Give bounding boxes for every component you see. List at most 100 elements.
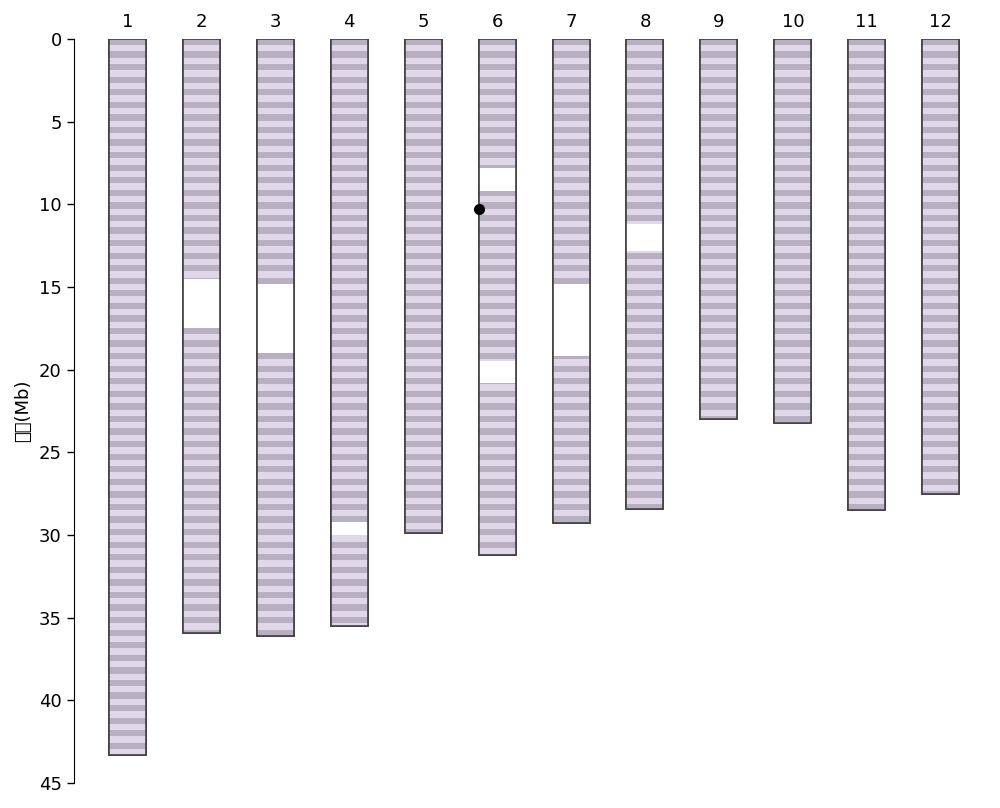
Bar <box>626 410 663 416</box>
Bar <box>405 360 442 366</box>
Bar <box>257 378 294 385</box>
Bar <box>553 322 590 328</box>
Bar <box>774 259 811 265</box>
Bar <box>553 102 590 108</box>
Bar <box>700 391 737 397</box>
Bar <box>331 284 368 290</box>
Bar <box>922 473 959 479</box>
Bar <box>848 139 885 145</box>
Bar <box>774 183 811 190</box>
Bar <box>922 221 959 227</box>
Bar <box>331 221 368 227</box>
Bar <box>257 133 294 139</box>
Bar <box>626 259 663 265</box>
Bar <box>848 391 885 397</box>
Bar <box>553 435 590 441</box>
Bar <box>479 410 516 416</box>
Bar <box>626 234 663 240</box>
Text: 12: 12 <box>929 13 952 31</box>
Bar <box>626 133 663 139</box>
Bar <box>183 303 220 309</box>
Bar <box>109 441 146 448</box>
Bar <box>257 504 294 510</box>
Bar <box>257 278 294 284</box>
Bar <box>774 227 811 234</box>
Bar <box>331 504 368 510</box>
Bar <box>553 290 590 297</box>
Bar <box>700 278 737 284</box>
Bar <box>626 309 663 315</box>
Bar <box>257 234 294 240</box>
Bar <box>700 397 737 403</box>
Bar <box>553 39 590 45</box>
Bar <box>553 127 590 133</box>
Bar <box>331 145 368 152</box>
Bar <box>257 139 294 145</box>
Bar <box>922 253 959 259</box>
Bar <box>922 410 959 416</box>
Bar <box>331 423 368 428</box>
Bar <box>183 279 220 284</box>
Bar <box>331 548 368 554</box>
Bar <box>109 649 146 654</box>
Bar <box>700 39 737 419</box>
Bar <box>553 39 590 524</box>
Bar <box>109 290 146 297</box>
Bar <box>774 315 811 322</box>
Bar <box>922 127 959 133</box>
Bar <box>183 127 220 133</box>
Bar <box>774 234 811 240</box>
Bar <box>479 240 516 246</box>
Bar <box>109 120 146 127</box>
Bar <box>109 692 146 699</box>
Bar <box>405 428 442 435</box>
Bar <box>700 240 737 246</box>
Bar <box>331 170 368 177</box>
Bar <box>109 397 146 403</box>
Bar <box>700 309 737 315</box>
Bar <box>109 114 146 120</box>
Bar <box>553 183 590 190</box>
Bar <box>553 510 590 516</box>
Bar <box>700 303 737 309</box>
Bar <box>183 271 220 278</box>
Bar <box>109 366 146 372</box>
Bar <box>774 372 811 378</box>
Bar <box>257 554 294 561</box>
Bar <box>626 403 663 410</box>
Bar <box>626 441 663 448</box>
Bar <box>331 554 368 561</box>
Bar <box>405 523 442 529</box>
Bar <box>479 347 516 353</box>
Bar <box>331 566 368 573</box>
Bar <box>848 227 885 234</box>
Bar <box>109 372 146 378</box>
Bar <box>479 383 516 385</box>
Bar <box>922 271 959 278</box>
Bar <box>331 114 368 120</box>
Bar <box>257 453 294 460</box>
Bar <box>848 183 885 190</box>
Bar <box>922 70 959 77</box>
Bar <box>774 202 811 208</box>
Bar <box>700 190 737 196</box>
Bar <box>848 441 885 448</box>
Bar <box>109 177 146 183</box>
Bar <box>553 202 590 208</box>
Bar <box>331 120 368 127</box>
Bar <box>109 654 146 661</box>
Bar <box>922 335 959 340</box>
Bar <box>109 52 146 57</box>
Bar <box>183 290 220 297</box>
Bar <box>479 498 516 504</box>
Bar <box>479 466 516 473</box>
Bar <box>109 453 146 460</box>
Bar <box>479 297 516 303</box>
Bar <box>626 435 663 441</box>
Bar <box>848 290 885 297</box>
Bar <box>183 435 220 441</box>
Bar <box>109 190 146 196</box>
Bar <box>479 485 516 491</box>
Bar <box>848 491 885 498</box>
Bar <box>257 271 294 278</box>
